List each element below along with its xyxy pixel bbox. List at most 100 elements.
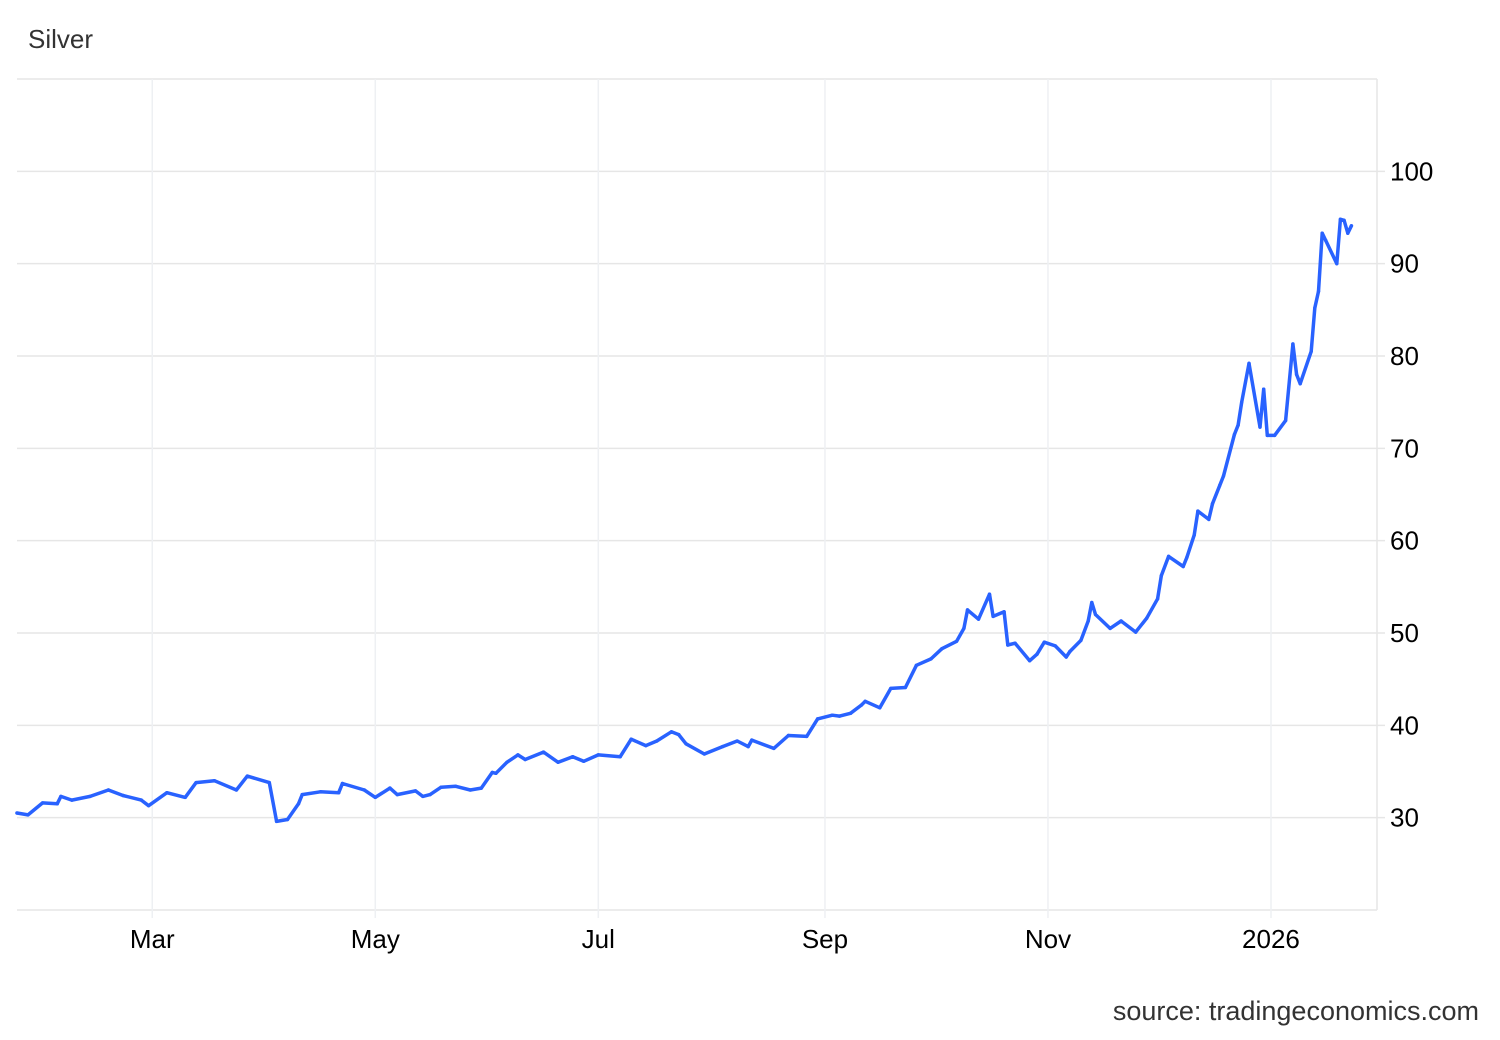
- data-point: [1207, 517, 1211, 522]
- data-point: [1265, 433, 1270, 438]
- data-point: [1210, 502, 1215, 506]
- data-point: [1119, 619, 1123, 623]
- data-point: [556, 760, 560, 764]
- data-point: [1291, 342, 1295, 346]
- data-point: [388, 786, 392, 790]
- data-point: [212, 779, 217, 783]
- data-point: [1309, 349, 1313, 354]
- data-point: [644, 743, 648, 748]
- data-point: [1002, 610, 1006, 614]
- data-point: [976, 617, 981, 621]
- data-point: [804, 734, 809, 739]
- source-label: source: tradingeconomics.com: [1112, 996, 1479, 1026]
- data-point: [1232, 432, 1237, 437]
- data-point: [1346, 231, 1350, 235]
- data-point: [479, 786, 484, 790]
- data-point: [494, 771, 498, 776]
- data-point: [1349, 224, 1354, 228]
- data-point: [669, 730, 674, 734]
- data-point: [735, 739, 739, 743]
- data-point: [655, 739, 659, 743]
- data-point: [570, 755, 575, 759]
- data-point: [439, 785, 443, 789]
- data-point: [106, 788, 111, 792]
- data-point: [863, 699, 867, 704]
- data-point: [1144, 616, 1149, 620]
- data-point: [1218, 483, 1222, 487]
- data-point: [139, 798, 144, 802]
- data-point: [750, 738, 754, 742]
- data-point: [581, 759, 586, 764]
- data-point: [889, 686, 893, 691]
- data-point: [300, 792, 304, 797]
- data-point: [1053, 644, 1057, 648]
- data-point: [1221, 474, 1226, 478]
- x-tick-label: Sep: [802, 924, 848, 954]
- data-point: [165, 791, 169, 795]
- y-tick-label: 90: [1390, 249, 1419, 279]
- x-tick-label: Jul: [582, 924, 615, 954]
- data-point: [1338, 217, 1343, 222]
- data-point: [1006, 643, 1010, 647]
- data-point: [1236, 423, 1240, 427]
- data-point: [1181, 564, 1185, 569]
- data-point: [55, 802, 59, 806]
- data-point: [772, 746, 776, 751]
- data-point: [1064, 655, 1068, 659]
- data-point: [903, 685, 908, 690]
- chart-title: Silver: [28, 24, 94, 54]
- data-point: [618, 755, 622, 759]
- data-point: [234, 788, 239, 792]
- data-point: [194, 780, 198, 785]
- y-tick-label: 40: [1390, 710, 1419, 740]
- data-point: [1258, 425, 1262, 429]
- data-point: [815, 717, 820, 721]
- data-point: [428, 792, 432, 797]
- data-point: [26, 813, 30, 817]
- data-point: [1068, 649, 1072, 654]
- data-point: [59, 794, 63, 799]
- data-point: [1155, 597, 1160, 601]
- data-point: [848, 711, 853, 716]
- data-point: [454, 784, 458, 788]
- data-point: [146, 803, 151, 808]
- data-point: [1313, 306, 1317, 310]
- y-tick-label: 30: [1390, 803, 1419, 833]
- y-tick-label: 80: [1390, 341, 1419, 371]
- data-point: [183, 795, 187, 800]
- data-point: [629, 737, 633, 741]
- data-point: [1192, 533, 1196, 537]
- data-point: [684, 742, 688, 746]
- data-point: [1027, 659, 1032, 663]
- data-point: [991, 614, 995, 619]
- x-tick-label: 2026: [1242, 924, 1300, 954]
- data-point: [245, 774, 250, 778]
- data-point: [878, 706, 882, 710]
- data-point: [318, 790, 323, 794]
- data-point: [1196, 509, 1200, 513]
- y-tick-label: 50: [1390, 618, 1419, 648]
- data-point: [1272, 433, 1277, 438]
- data-point: [596, 753, 600, 757]
- data-point: [395, 792, 399, 797]
- data-point: [516, 753, 520, 757]
- data-point: [940, 646, 944, 651]
- data-point: [296, 802, 301, 806]
- data-point: [677, 732, 681, 737]
- data-point: [1185, 555, 1189, 559]
- data-point: [1294, 372, 1299, 377]
- data-point: [1134, 630, 1138, 634]
- data-point: [285, 817, 290, 822]
- data-point: [541, 750, 546, 754]
- data-point: [1079, 638, 1083, 643]
- data-point: [837, 714, 842, 718]
- data-point: [1159, 574, 1164, 578]
- data-point: [965, 608, 970, 612]
- data-point: [1093, 612, 1098, 617]
- data-point: [1320, 231, 1324, 235]
- data-point: [1042, 640, 1047, 644]
- data-point: [1035, 652, 1039, 656]
- data-point: [274, 819, 279, 824]
- data-point: [830, 713, 834, 717]
- data-point: [1086, 619, 1090, 623]
